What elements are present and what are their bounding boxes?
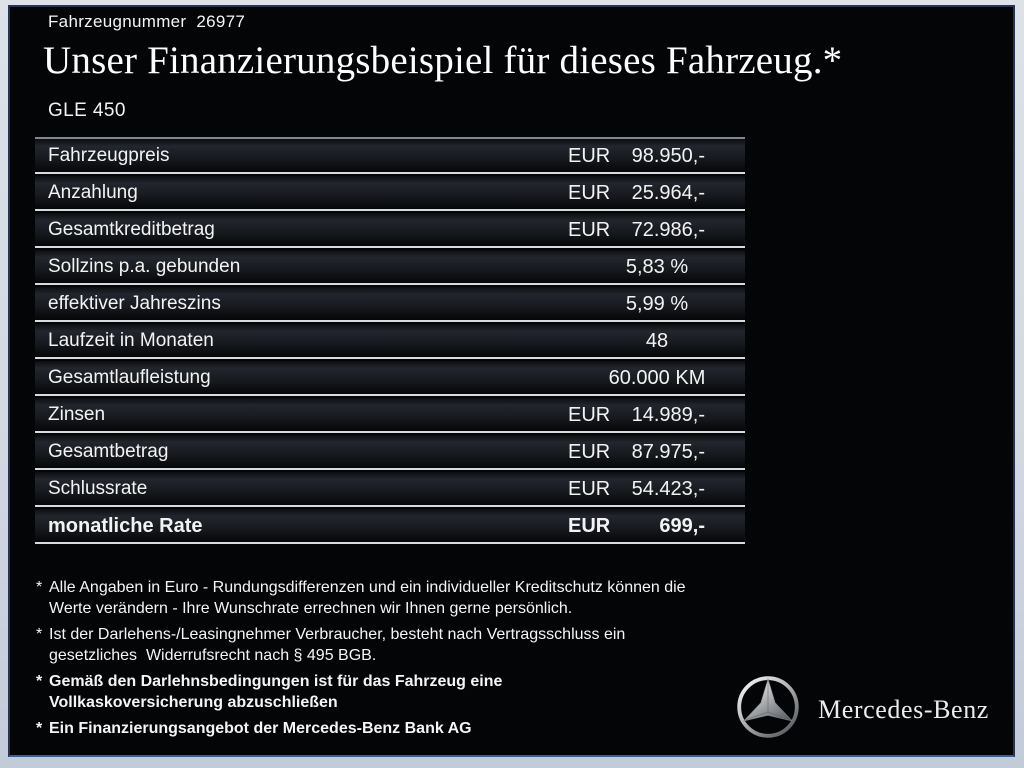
footnote-marker: * xyxy=(36,720,43,737)
row-currency: EUR xyxy=(568,515,611,537)
row-value: 60.000 KM xyxy=(608,367,706,389)
row-label: Zinsen xyxy=(48,404,106,425)
vehicle-number: Fahrzeugnummer 26977 xyxy=(48,12,246,31)
brand-wordmark: Mercedes-Benz xyxy=(818,695,989,724)
table-row: Gesamtbetrag EUR 87.975,- xyxy=(35,435,745,470)
row-label: Fahrzeugpreis xyxy=(48,145,170,166)
footnote-marker: * xyxy=(36,626,43,643)
footnote-text: Alle Angaben in Euro - Rundungsdifferenz… xyxy=(49,579,686,617)
mercedes-star-icon xyxy=(736,675,800,739)
row-currency: EUR xyxy=(568,145,611,167)
table-row: Gesamtkreditbetrag EUR 72.986,- xyxy=(35,213,745,248)
row-currency: EUR xyxy=(568,182,611,204)
row-label: Gesamtkreditbetrag xyxy=(48,219,215,240)
table-top-divider xyxy=(35,137,745,139)
page-panel: Fahrzeugnummer 26977 Unser Finanzierungs… xyxy=(8,5,1015,757)
table-row: Fahrzeugpreis EUR 98.950,- xyxy=(35,139,745,174)
row-currency: EUR xyxy=(568,478,611,500)
footnote: * Alle Angaben in Euro - Rundungsdiffere… xyxy=(36,577,766,619)
row-currency: EUR xyxy=(568,441,611,463)
footnote: * Ist der Darlehens-/Leasingnehmer Verbr… xyxy=(36,624,766,666)
row-currency: EUR xyxy=(568,404,611,426)
row-currency: EUR xyxy=(568,219,611,241)
table-row: Laufzeit in Monaten 48 xyxy=(35,324,745,359)
row-label: effektiver Jahreszins xyxy=(48,293,221,314)
table-row: Anzahlung EUR 25.964,- xyxy=(35,176,745,211)
row-label: Anzahlung xyxy=(48,182,138,203)
footnotes: * Alle Angaben in Euro - Rundungsdiffere… xyxy=(36,577,766,744)
vehicle-model: GLE 450 xyxy=(48,100,126,121)
brand-area: Mercedes-Benz xyxy=(726,667,1015,757)
row-amount: 54.423,- xyxy=(631,478,705,500)
row-label: Gesamtbetrag xyxy=(48,441,169,462)
row-amount: 699,- xyxy=(659,515,705,537)
table-row: Zinsen EUR 14.989,- xyxy=(35,398,745,433)
row-value: 5,99 % xyxy=(625,293,689,315)
footnote-marker: * xyxy=(36,673,43,690)
footnote-marker: * xyxy=(36,579,43,596)
row-label: Laufzeit in Monaten xyxy=(48,330,214,351)
footnote-text: Ist der Darlehens-/Leasingnehmer Verbrau… xyxy=(49,626,626,664)
finance-table-rows: Fahrzeugpreis EUR 98.950,- Anzahlung EUR… xyxy=(35,139,745,544)
table-row: Gesamtlaufleistung 60.000 KM xyxy=(35,361,745,396)
table-row: effektiver Jahreszins 5,99 % xyxy=(35,287,745,322)
table-row: Sollzins p.a. gebunden 5,83 % xyxy=(35,250,745,285)
footnote-text: Gemäß den Darlehnsbedingungen ist für da… xyxy=(49,673,503,711)
row-amount: 14.989,- xyxy=(631,404,705,426)
table-row: monatliche Rate EUR 699,- xyxy=(35,509,745,544)
row-label: monatliche Rate xyxy=(48,515,203,537)
row-amount: 98.950,- xyxy=(631,145,705,167)
row-value: 48 xyxy=(645,330,669,352)
row-amount: 72.986,- xyxy=(631,219,705,241)
footnote: * Gemäß den Darlehnsbedingungen ist für … xyxy=(36,671,766,713)
footnote-text: Ein Finanzierungsangebot der Mercedes-Be… xyxy=(49,720,472,737)
page-title: Unser Finanzierungsbeispiel für dieses F… xyxy=(43,39,843,82)
finance-table: Fahrzeugpreis EUR 98.950,- Anzahlung EUR… xyxy=(35,137,745,546)
table-row: Schlussrate EUR 54.423,- xyxy=(35,472,745,507)
row-label: Sollzins p.a. gebunden xyxy=(48,256,241,277)
row-label: Gesamtlaufleistung xyxy=(48,367,211,388)
row-value: 5,83 % xyxy=(625,256,689,278)
row-amount: 87.975,- xyxy=(631,441,705,463)
row-label: Schlussrate xyxy=(48,478,148,499)
footnote: * Ein Finanzierungsangebot der Mercedes-… xyxy=(36,718,766,739)
row-amount: 25.964,- xyxy=(631,182,705,204)
